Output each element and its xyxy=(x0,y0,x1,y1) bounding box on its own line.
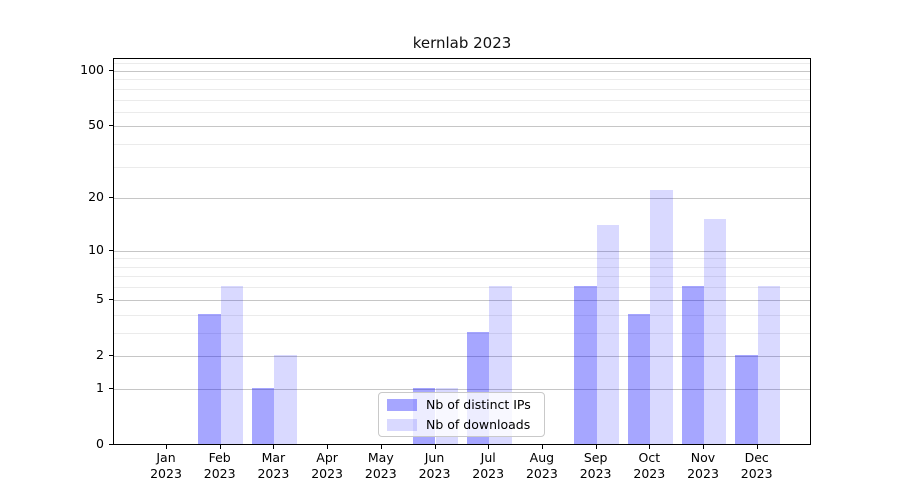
major-gridline xyxy=(114,388,810,390)
bar-distinct-ips xyxy=(681,286,704,444)
minor-gridline xyxy=(114,266,810,268)
legend: Nb of distinct IPs Nb of downloads xyxy=(378,392,545,437)
x-tick-mark xyxy=(166,445,167,449)
x-tick-mark xyxy=(649,445,651,449)
minor-gridline xyxy=(114,144,810,146)
bar-downloads xyxy=(274,354,297,444)
major-gridline xyxy=(114,126,810,128)
minor-gridline xyxy=(114,166,810,168)
minor-gridline xyxy=(114,287,810,289)
x-tick-label: Mar 2023 xyxy=(257,450,290,481)
y-tick-label: 100 xyxy=(80,62,104,77)
bar-downloads xyxy=(650,189,673,444)
x-tick-mark xyxy=(434,445,436,449)
minor-gridline xyxy=(114,111,810,113)
chart-title: kernlab 2023 xyxy=(412,34,512,52)
minor-gridline xyxy=(114,276,810,278)
legend-label-distinct-ips: Nb of distinct IPs xyxy=(426,397,531,412)
minor-gridline xyxy=(114,99,810,101)
major-gridline xyxy=(114,250,810,252)
x-tick-label: Feb 2023 xyxy=(203,450,236,481)
y-tick-mark xyxy=(109,354,113,356)
major-gridline xyxy=(114,198,810,200)
legend-swatch-downloads-icon xyxy=(387,418,417,431)
minor-gridline xyxy=(114,314,810,316)
y-tick-label: 1 xyxy=(96,379,104,395)
y-tick-label: 50 xyxy=(88,117,104,133)
y-tick-mark xyxy=(109,70,113,71)
bar-distinct-ips xyxy=(574,286,597,444)
legend-swatch-distinct-ips-icon xyxy=(387,398,417,411)
y-tick-label: 10 xyxy=(88,241,104,257)
x-tick-mark xyxy=(219,445,221,449)
plot-area xyxy=(113,58,811,445)
x-tick-mark xyxy=(327,445,329,449)
major-gridline xyxy=(114,355,810,357)
y-tick-mark xyxy=(109,125,113,127)
bar-downloads xyxy=(757,286,781,444)
x-tick-label: Aug 2023 xyxy=(525,450,558,481)
y-tick-mark xyxy=(109,197,113,199)
x-tick-mark xyxy=(541,445,543,449)
x-tick-label: Apr 2023 xyxy=(311,450,343,481)
minor-gridline xyxy=(114,79,810,81)
y-tick-label: 20 xyxy=(88,189,104,205)
x-tick-label: Jun 2023 xyxy=(418,450,451,481)
x-tick-mark xyxy=(273,445,275,449)
x-tick-mark xyxy=(595,445,597,449)
bar-downloads xyxy=(596,224,619,444)
major-gridline xyxy=(114,71,810,72)
legend-item-distinct-ips: Nb of distinct IPs xyxy=(387,397,536,412)
x-tick-label: Dec 2023 xyxy=(740,450,773,481)
legend-item-downloads: Nb of downloads xyxy=(387,417,536,432)
minor-gridline xyxy=(114,258,810,260)
x-tick-mark xyxy=(488,445,490,449)
x-tick-label: Jan 2023 xyxy=(150,450,182,481)
minor-gridline xyxy=(114,88,810,90)
x-tick-label: Jul 2023 xyxy=(472,450,505,481)
x-tick-label: Sep 2023 xyxy=(579,450,612,481)
bar-downloads xyxy=(704,219,727,444)
x-tick-mark xyxy=(756,445,758,449)
minor-gridline xyxy=(114,63,810,65)
bar-distinct-ips xyxy=(198,313,221,444)
bar-distinct-ips xyxy=(627,313,651,444)
bar-distinct-ips xyxy=(252,387,275,444)
x-tick-label: Oct 2023 xyxy=(633,450,666,481)
minor-gridline xyxy=(114,332,810,334)
y-tick-label: 2 xyxy=(96,346,104,362)
y-tick-mark xyxy=(109,387,113,389)
legend-label-downloads: Nb of downloads xyxy=(426,417,531,432)
x-tick-mark xyxy=(380,445,382,449)
y-tick-label: 0 xyxy=(96,436,104,451)
y-tick-mark xyxy=(109,298,113,300)
y-tick-mark xyxy=(109,249,113,251)
y-tick-mark xyxy=(109,444,113,445)
y-tick-label: 5 xyxy=(96,290,104,306)
bar-downloads xyxy=(220,286,244,444)
x-tick-label: Nov 2023 xyxy=(687,450,719,481)
x-tick-mark xyxy=(703,445,704,449)
major-gridline xyxy=(114,299,810,301)
x-tick-label: May 2023 xyxy=(364,450,397,481)
bar-distinct-ips xyxy=(735,354,758,444)
